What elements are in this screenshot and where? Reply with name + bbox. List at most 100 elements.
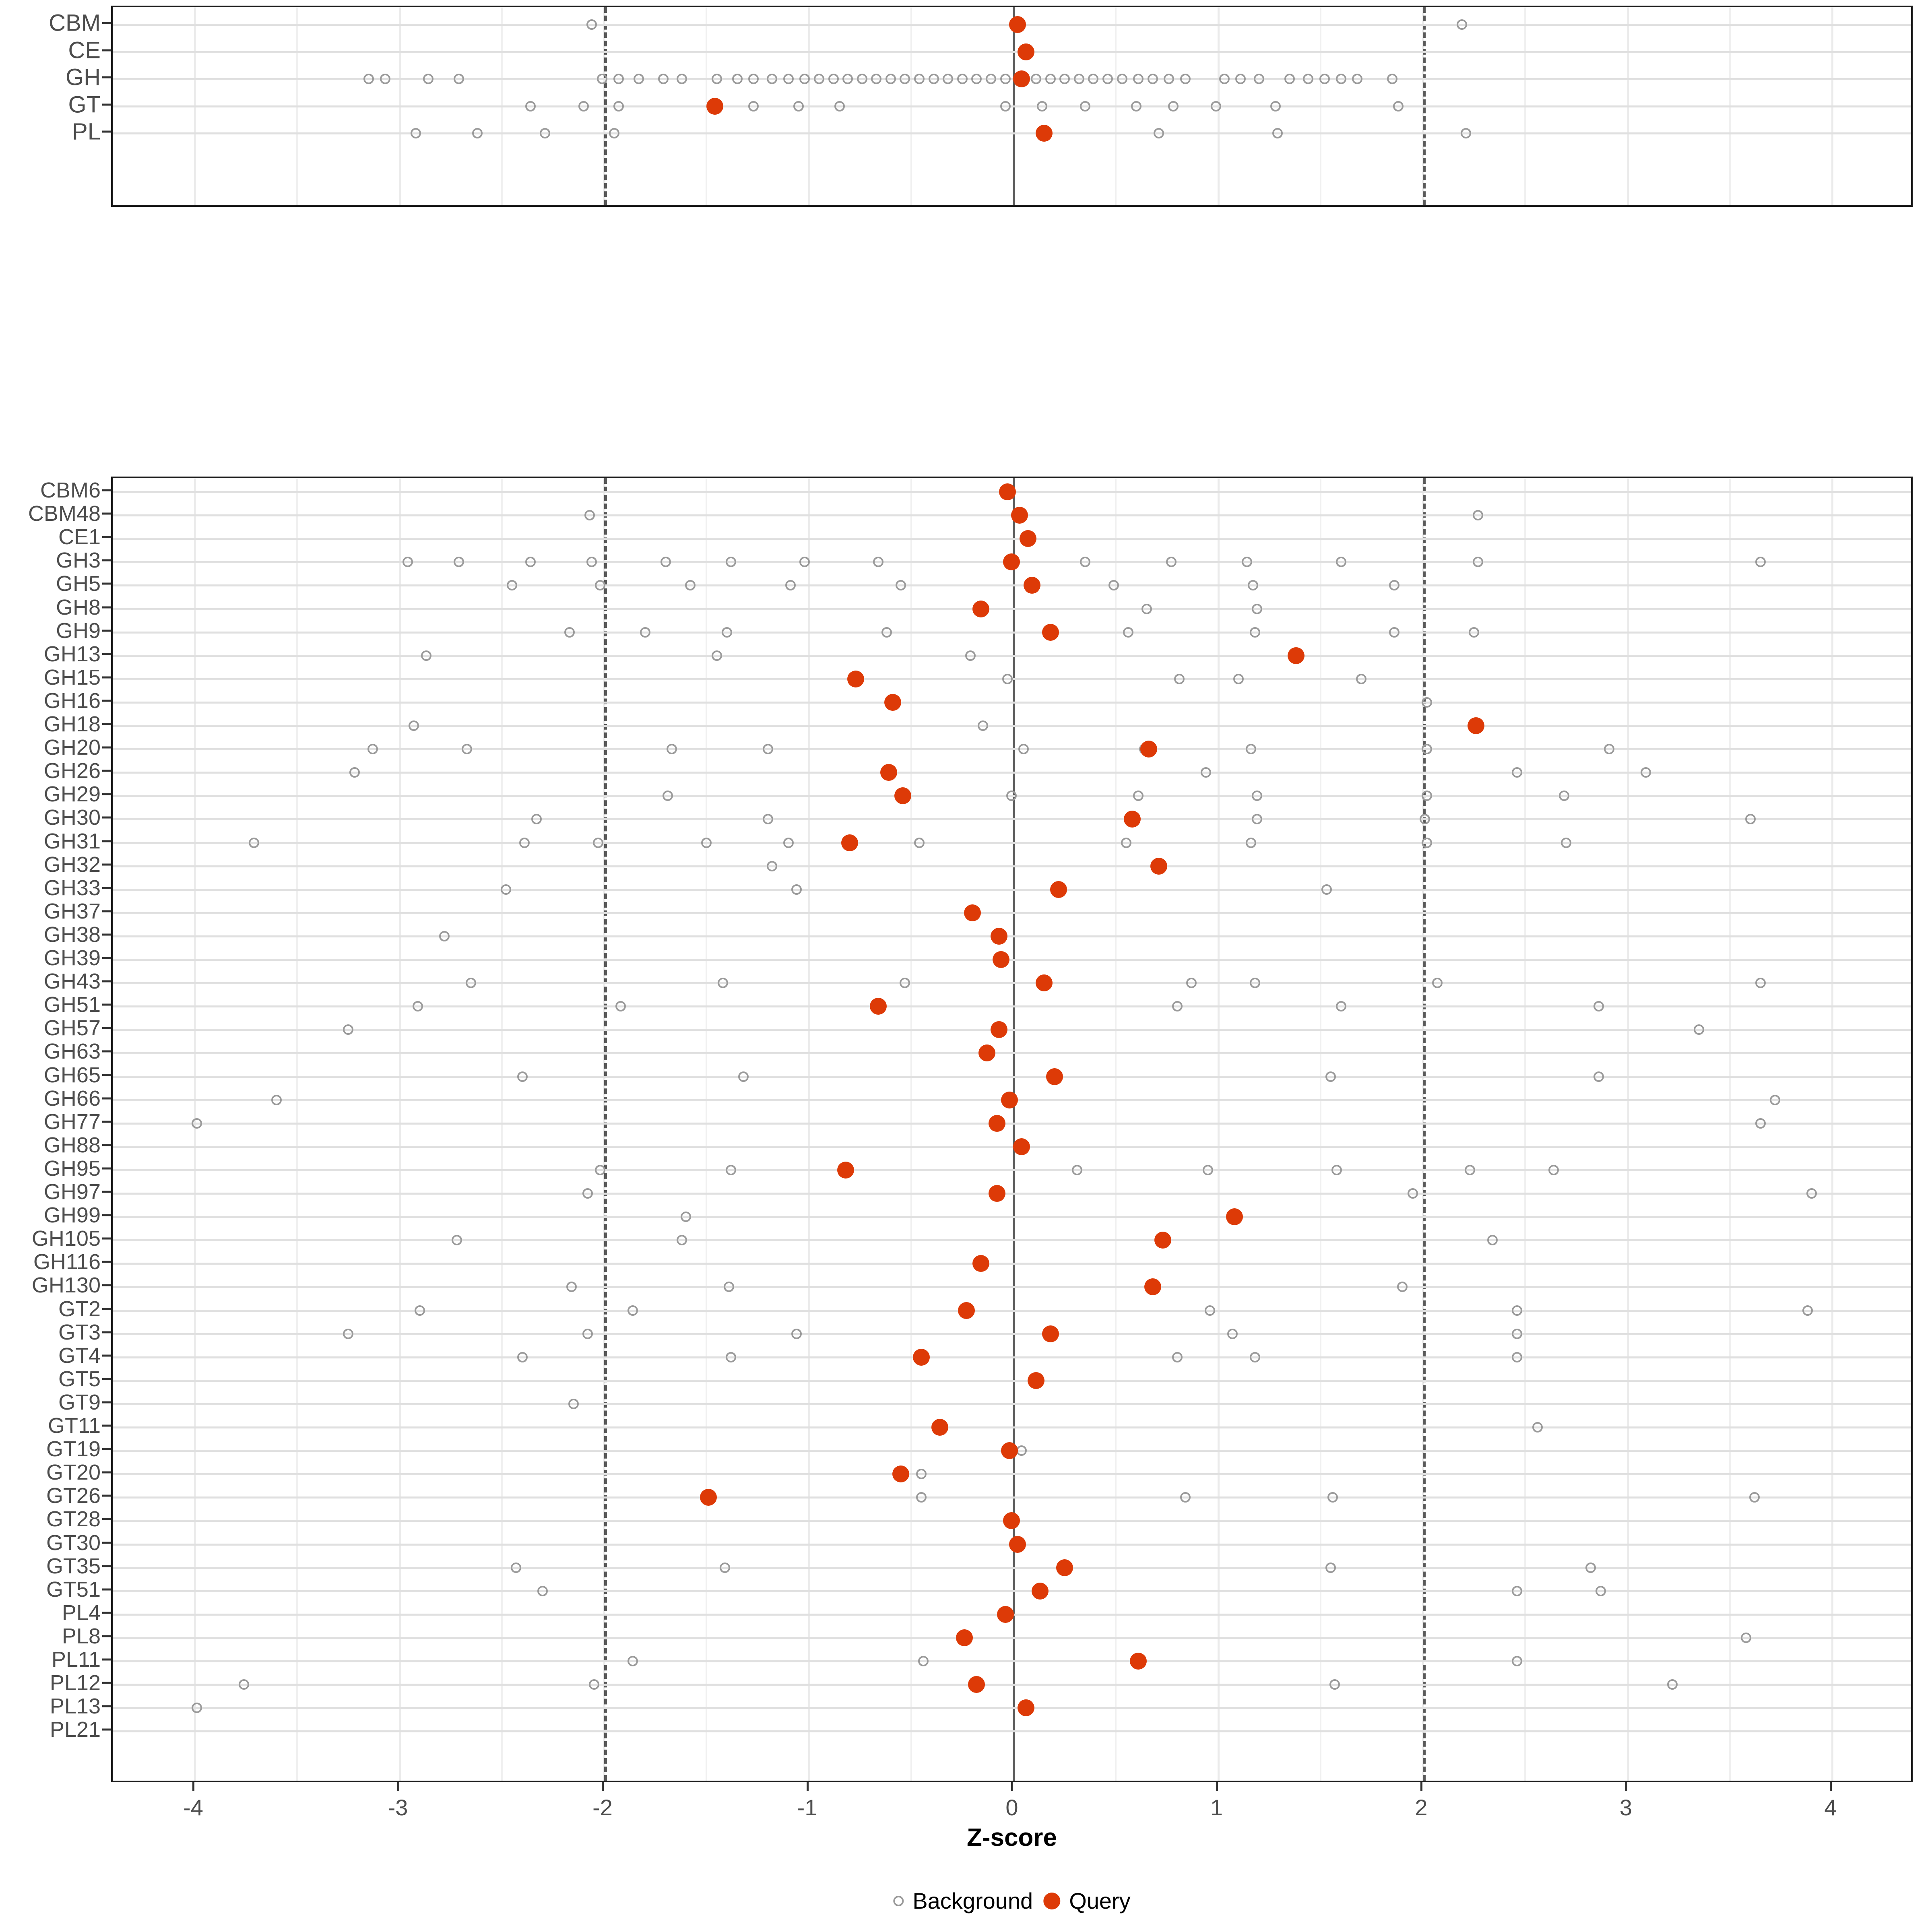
- gridline-horizontal: [113, 725, 1911, 727]
- y-axis-label: GT: [68, 91, 101, 118]
- zero-line: [1013, 478, 1015, 1781]
- gridline-horizontal: [113, 132, 1911, 134]
- background-point: [472, 128, 483, 138]
- y-axis-tick: [102, 1401, 111, 1404]
- gridline-horizontal: [113, 1075, 1911, 1078]
- gridline-vertical-minor: [501, 478, 503, 1781]
- background-point: [748, 74, 759, 84]
- y-axis-label: GH99: [43, 1203, 101, 1228]
- background-point: [1227, 1328, 1238, 1339]
- background-point: [1016, 1445, 1027, 1456]
- query-point: [1226, 1208, 1243, 1226]
- background-point: [1532, 1422, 1543, 1432]
- gridline-horizontal: [113, 1356, 1911, 1358]
- background-point: [1352, 74, 1363, 84]
- y-axis-tick: [102, 1682, 111, 1684]
- query-point: [989, 1185, 1006, 1202]
- query-point: [1046, 1068, 1063, 1085]
- gridline-horizontal: [113, 1684, 1911, 1686]
- gridline-horizontal: [113, 1590, 1911, 1592]
- background-point: [783, 74, 794, 84]
- y-axis-tick: [102, 957, 111, 959]
- y-axis-label: GH39: [43, 946, 101, 970]
- gridline-horizontal: [113, 1052, 1911, 1055]
- y-axis-label: GH130: [31, 1273, 101, 1298]
- threshold-line: [1423, 478, 1426, 1781]
- family-level-panel: [111, 477, 1913, 1782]
- x-axis-tick: [1830, 1782, 1832, 1791]
- background-point: [1335, 557, 1346, 568]
- background-point: [1397, 1282, 1408, 1292]
- background-point: [766, 74, 777, 84]
- background-point: [1164, 74, 1174, 84]
- y-axis-tick: [102, 1191, 111, 1193]
- legend-item-background[interactable]: Background: [893, 1888, 1033, 1914]
- gridline-vertical-minor: [910, 478, 912, 1781]
- background-point: [701, 837, 712, 848]
- gridline-horizontal: [113, 1146, 1911, 1148]
- background-point: [249, 837, 260, 848]
- gridline-horizontal: [113, 1730, 1911, 1733]
- background-point: [1667, 1679, 1678, 1690]
- background-point: [1247, 580, 1258, 591]
- y-axis-label: PL: [72, 118, 101, 145]
- background-point: [726, 1352, 737, 1362]
- background-point: [1303, 74, 1314, 84]
- query-point: [956, 1629, 973, 1646]
- background-point: [677, 74, 687, 84]
- background-point: [1802, 1305, 1813, 1316]
- background-point: [1422, 837, 1432, 848]
- y-axis-label: PL4: [62, 1600, 101, 1625]
- query-point: [1150, 857, 1168, 875]
- gridline-horizontal: [113, 982, 1911, 985]
- query-point: [1009, 1536, 1026, 1553]
- background-point: [1319, 74, 1330, 84]
- background-point: [1203, 1164, 1214, 1175]
- background-point: [1018, 744, 1029, 755]
- query-point: [991, 1021, 1008, 1038]
- background-point: [1755, 1118, 1766, 1129]
- background-point: [1219, 74, 1230, 84]
- background-point: [1168, 101, 1179, 111]
- y-axis-tick: [102, 770, 111, 772]
- gridline-horizontal: [113, 772, 1911, 774]
- y-axis-tick: [102, 1448, 111, 1450]
- background-point: [1252, 791, 1263, 801]
- gridline-vertical-minor: [1319, 478, 1321, 1781]
- background-point: [658, 74, 669, 84]
- background-point: [1422, 697, 1432, 708]
- y-axis-tick: [102, 1214, 111, 1216]
- legend-item-query[interactable]: Query: [1043, 1888, 1131, 1914]
- x-axis-title: Z-score: [967, 1824, 1057, 1852]
- background-point: [1420, 814, 1430, 825]
- background-point: [640, 627, 650, 638]
- background-point: [409, 720, 419, 731]
- background-point: [1252, 603, 1263, 614]
- background-point: [813, 74, 824, 84]
- gridline-horizontal: [113, 1403, 1911, 1405]
- background-point: [566, 1282, 577, 1292]
- background-point: [1469, 627, 1480, 638]
- y-axis-tick: [102, 1003, 111, 1006]
- query-point: [989, 1115, 1006, 1132]
- y-axis-tick: [102, 1494, 111, 1497]
- y-axis-label: GT4: [58, 1343, 101, 1368]
- query-point: [1013, 70, 1030, 87]
- background-point: [1387, 74, 1397, 84]
- background-point: [568, 1398, 579, 1409]
- y-axis-tick: [102, 1705, 111, 1707]
- gridline-horizontal: [113, 1122, 1911, 1125]
- y-axis-label: GT28: [46, 1507, 101, 1532]
- legend-label-background: Background: [912, 1888, 1033, 1913]
- background-point: [1464, 1164, 1475, 1175]
- background-point: [1233, 673, 1244, 684]
- gridline-vertical-minor: [296, 478, 298, 1781]
- gridline-horizontal: [113, 1707, 1911, 1709]
- background-point: [1389, 580, 1399, 591]
- y-axis-label: PL13: [50, 1694, 101, 1719]
- background-point: [1080, 557, 1090, 568]
- y-axis-label: GH57: [43, 1016, 101, 1040]
- background-point: [1745, 814, 1756, 825]
- x-axis-tick: [1011, 1782, 1013, 1791]
- y-axis-tick: [102, 1144, 111, 1146]
